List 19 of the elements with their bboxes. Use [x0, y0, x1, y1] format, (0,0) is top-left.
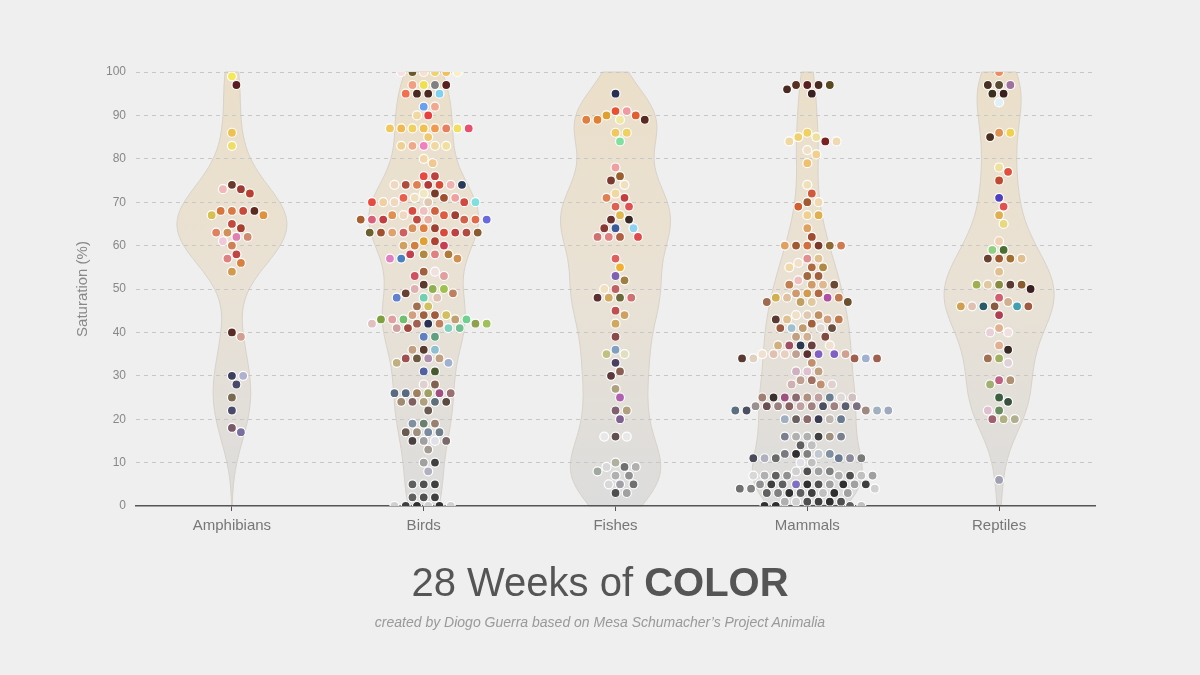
- text: 28 Weeks of COLOR: [411, 560, 789, 604]
- y-tick-label: 40: [112, 324, 127, 339]
- y-tick-label: 80: [112, 151, 127, 166]
- y-tick-label: 50: [112, 281, 127, 296]
- y-tick-label: 30: [112, 368, 127, 383]
- x-tick-label: Mammals: [774, 516, 840, 534]
- y-tick-label: 90: [112, 107, 127, 122]
- y-tick-label: 60: [112, 237, 127, 252]
- x-tick-label: Amphibians: [192, 516, 272, 534]
- x-tick-label: Birds: [406, 516, 441, 534]
- y-tick-label: 0: [119, 498, 127, 513]
- y-axis-title: Saturation (%): [73, 241, 91, 337]
- y-tick-label: 10: [112, 454, 127, 469]
- text: created by Diogo Guerra based on Mesa Schumacher’s Project Animalia: [373, 614, 827, 630]
- y-tick-label: 100: [105, 64, 127, 79]
- y-tick-label: 20: [112, 411, 127, 426]
- x-tick-label: Fishes: [593, 516, 638, 534]
- y-tick-label: 70: [112, 194, 127, 209]
- x-tick-label: Reptiles: [972, 516, 1027, 534]
